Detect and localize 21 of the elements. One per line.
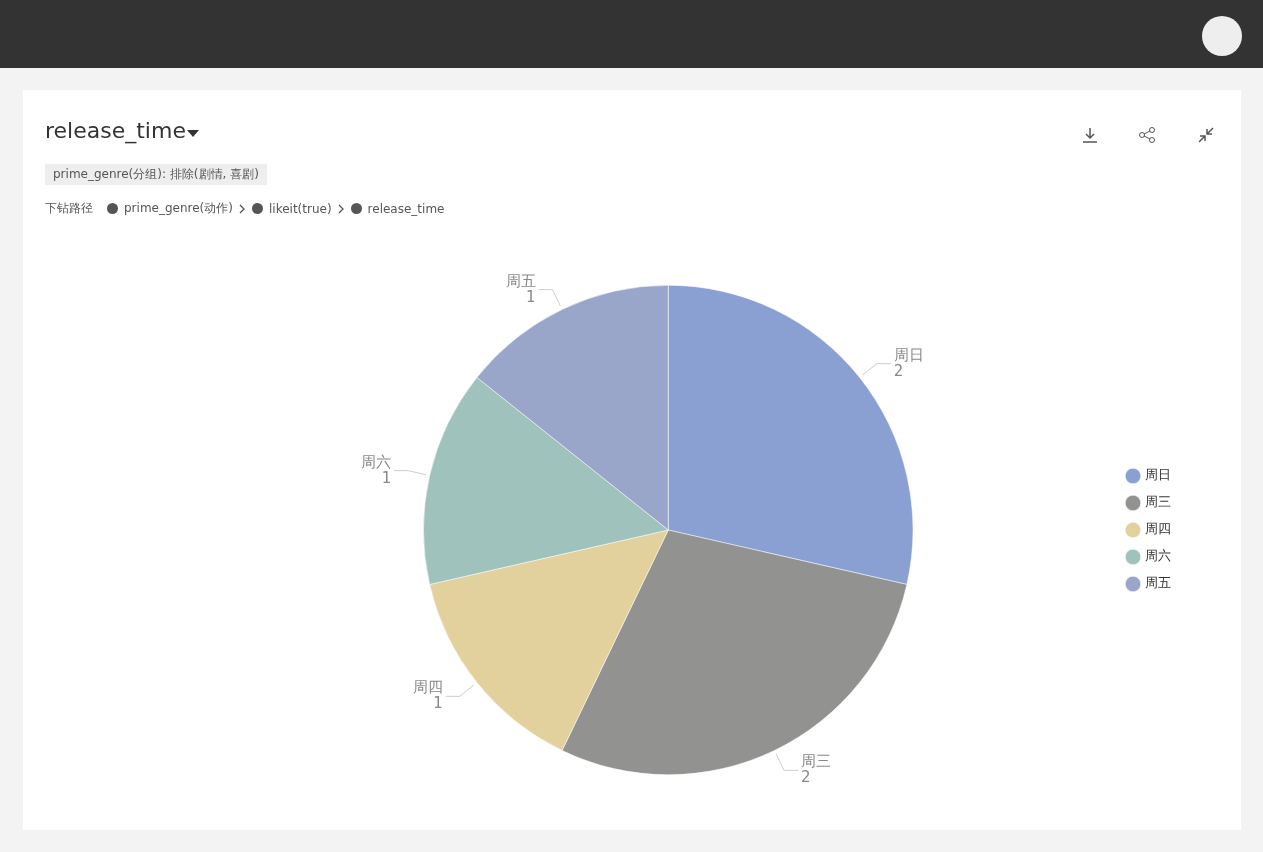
slice-label: 周五 [505, 271, 536, 290]
slice-label: 周三 [800, 752, 831, 771]
text: release_time [367, 201, 445, 216]
data-label: 1 [525, 287, 536, 306]
slice-label: 周日 [893, 345, 924, 364]
legend-label: 周日 [1145, 467, 1171, 483]
legend-label: 周四 [1145, 521, 1171, 537]
slice-label: 周六 [361, 452, 392, 471]
data-label: 2 [893, 361, 904, 380]
data-label: 1 [433, 694, 443, 713]
legend-label: 周三 [1145, 494, 1171, 510]
text: release_time [45, 118, 186, 143]
text: 下钻路径 [45, 200, 93, 217]
text: likeit(true) [268, 201, 332, 216]
legend-label: 周五 [1145, 575, 1171, 591]
text: prime_genre(分组): 排除(剧情, 喜剧) [45, 164, 267, 185]
text: prime_genre(动作) [124, 200, 233, 217]
slice-label: 周四 [412, 678, 443, 697]
legend-label: 周六 [1145, 548, 1171, 564]
data-label: 1 [381, 468, 392, 487]
data-label: 2 [800, 768, 811, 787]
